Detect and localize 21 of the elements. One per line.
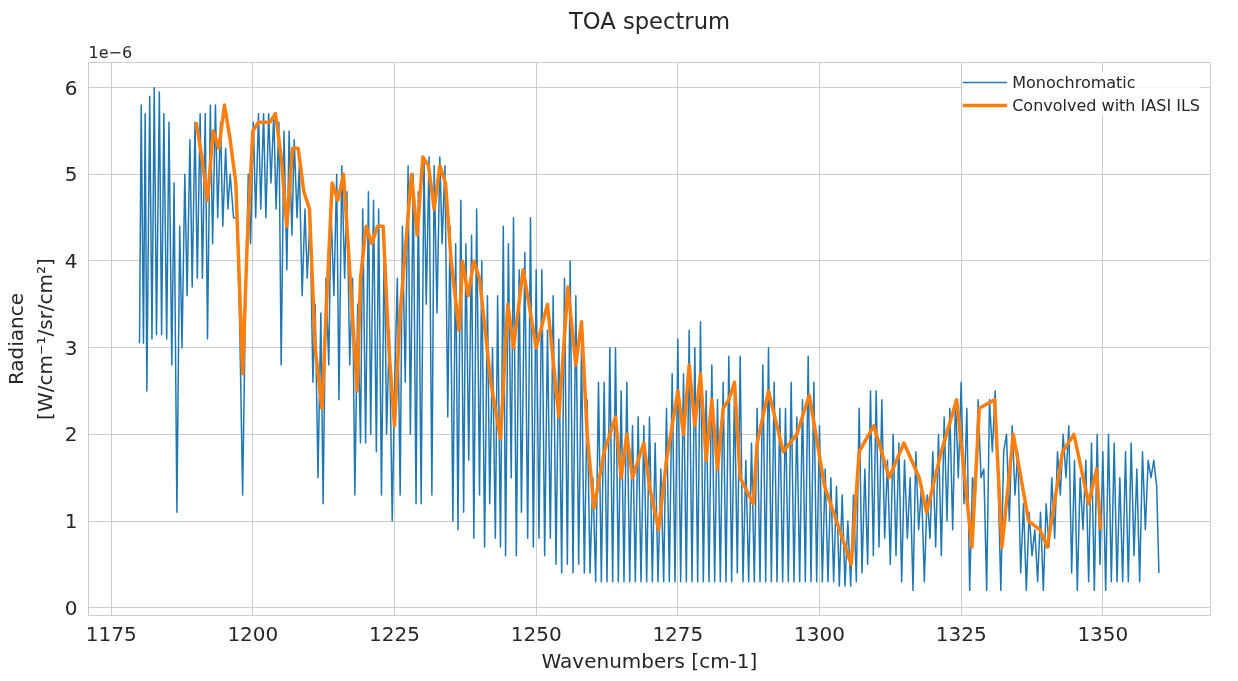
legend-label: Convolved with IASI ILS — [1012, 95, 1200, 115]
text: 1e−6 — [88, 42, 133, 62]
y-tick-label: 5 — [64, 162, 78, 187]
x-axis-title: Wavenumbers [cm-1] — [541, 648, 758, 673]
y-tick-label: 1 — [64, 509, 78, 534]
x-tick-label: 1200 — [227, 621, 279, 646]
x-tick-label: 1350 — [1077, 621, 1129, 646]
x-tick-label: 1300 — [794, 621, 845, 646]
y-tick-label: 6 — [64, 75, 78, 100]
x-tick-label: 1250 — [510, 621, 562, 646]
x-tick-label: 1275 — [652, 621, 704, 646]
x-tick-label: 1175 — [85, 621, 137, 646]
y-tick-label: 3 — [64, 335, 78, 360]
y-tick-label: 2 — [64, 422, 78, 447]
legend-label: Monochromatic — [1012, 72, 1136, 92]
x-tick-label: 1225 — [369, 621, 420, 646]
y-tick-label: 0 — [64, 595, 78, 620]
y-axis-title: Radiance [W/cm⁻¹/sr/cm²] — [3, 258, 57, 420]
chart-title: TOA spectrum — [567, 7, 731, 34]
x-tick-label: 1325 — [935, 621, 987, 646]
y-tick-label: 4 — [64, 248, 78, 273]
